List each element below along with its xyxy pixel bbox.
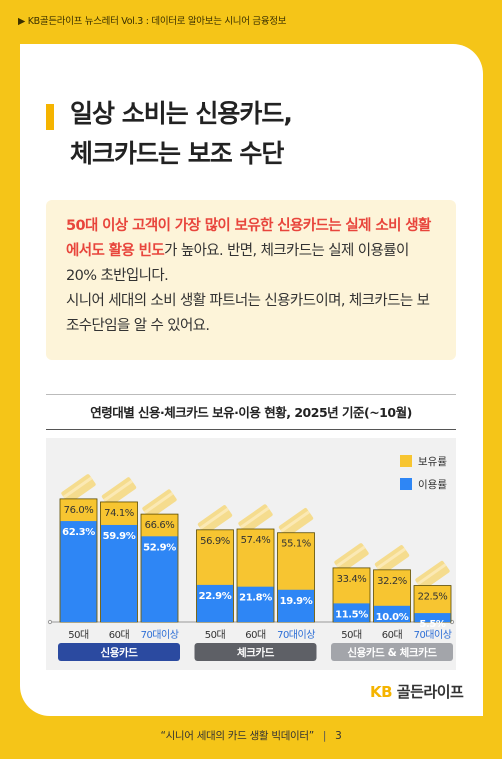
group-label: 체크카드 bbox=[237, 646, 275, 659]
card-icon bbox=[238, 504, 273, 534]
legend-label-usage: 이용률 bbox=[418, 479, 447, 491]
title-line-2: 체크카드는 보조 수단 bbox=[70, 139, 284, 168]
group-label-bg bbox=[58, 643, 180, 661]
group-label-bg bbox=[194, 643, 317, 661]
category-label: 60대 bbox=[382, 629, 403, 641]
legend-label-holding: 보유률 bbox=[418, 456, 447, 468]
category-label: 60대 bbox=[109, 629, 130, 641]
bar-usage bbox=[333, 603, 370, 622]
card-icon bbox=[374, 545, 410, 575]
bar-usage bbox=[374, 605, 410, 622]
category-label: 50대 bbox=[205, 629, 226, 641]
title-accent-bar bbox=[46, 104, 54, 130]
card-icon bbox=[278, 508, 314, 538]
label-holding: 32.2% bbox=[377, 576, 407, 587]
bar-usage bbox=[237, 586, 274, 622]
label-usage: 19.9% bbox=[280, 596, 313, 607]
label-holding: 57.4% bbox=[241, 535, 271, 546]
category-label: 50대 bbox=[68, 629, 89, 641]
category-label: 60대 bbox=[245, 629, 266, 641]
label-usage: 52.9% bbox=[143, 542, 176, 553]
footer-separator: | bbox=[322, 730, 327, 742]
summary-text-2: 시니어 세대의 소비 생활 파트너는 신용카드이며, 체크카드는 보조수단임을 … bbox=[66, 293, 430, 334]
chart-top-rule bbox=[46, 394, 456, 395]
card-icon bbox=[334, 543, 369, 573]
bar-usage bbox=[101, 524, 137, 622]
group-label-bg bbox=[331, 643, 453, 661]
card-icon bbox=[197, 505, 233, 535]
card-icon bbox=[61, 474, 96, 504]
chart-title: 연령대별 신용·체크카드 보유·이용 현황, 2025년 기준(~10월) bbox=[90, 405, 412, 420]
content-card: 일상 소비는 신용카드, 체크카드는 보조 수단 50대 이상 고객이 가장 많… bbox=[20, 44, 483, 716]
label-usage: 11.5% bbox=[335, 609, 368, 620]
category-label: 70대이상 bbox=[277, 629, 315, 641]
page-number: 3 bbox=[335, 730, 342, 742]
newsletter-breadcrumb: ▶ KB골든라이프 뉴스레터 Vol.3 : 데이터로 알아보는 시니어 금융정… bbox=[18, 16, 287, 27]
kb-golden-life-logo: KB 골든라이프 bbox=[370, 683, 464, 701]
card-icon bbox=[415, 560, 450, 591]
legend-swatch-holding bbox=[400, 455, 412, 467]
category-label: 50대 bbox=[341, 629, 362, 641]
category-label: 70대이상 bbox=[414, 629, 452, 641]
bar-usage bbox=[141, 536, 178, 622]
group-label: 신용카드 & 체크카드 bbox=[347, 646, 437, 659]
label-usage: 59.9% bbox=[103, 531, 136, 542]
bar-usage bbox=[60, 521, 97, 622]
label-holding: 56.9% bbox=[200, 536, 230, 547]
chart-bottom-rule bbox=[46, 429, 456, 430]
card-icon bbox=[101, 477, 137, 507]
label-usage: 62.3% bbox=[62, 527, 95, 538]
title-line-1: 일상 소비는 신용카드, bbox=[70, 99, 293, 128]
label-usage: 10.0% bbox=[376, 612, 409, 623]
label-holding: 55.1% bbox=[281, 539, 311, 550]
category-label: 70대이상 bbox=[141, 629, 179, 641]
bar-usage bbox=[414, 613, 451, 622]
bar-usage bbox=[197, 584, 233, 622]
label-usage: 21.8% bbox=[239, 593, 272, 604]
label-usage: 5.5% bbox=[419, 619, 446, 630]
axis-end-left bbox=[47, 619, 53, 625]
bar-usage bbox=[278, 589, 314, 622]
page-title: 일상 소비는 신용카드, 체크카드는 보조 수단 bbox=[70, 94, 293, 174]
legend-swatch-usage bbox=[400, 478, 412, 490]
summary-highlight: 50대 이상 고객이 가장 많이 보유한 신용카드는 실제 소비 생활에서도 활… bbox=[66, 218, 431, 259]
label-holding: 22.5% bbox=[418, 592, 448, 603]
card-icon bbox=[142, 489, 177, 519]
label-holding: 66.6% bbox=[145, 520, 175, 531]
summary-box: 50대 이상 고객이 가장 많이 보유한 신용카드는 실제 소비 생활에서도 활… bbox=[46, 200, 456, 360]
bar-chart: 76.0% 62.3% 50대 74.1% 59.9% 60대 66.6% 52.9% 70대이… bbox=[47, 455, 455, 661]
label-holding: 74.1% bbox=[104, 508, 134, 519]
label-holding: 33.4% bbox=[337, 574, 367, 585]
footer: “시니어 세대의 카드 생활 빅데이터” | 3 bbox=[0, 728, 502, 743]
label-holding: 76.0% bbox=[64, 505, 94, 516]
group-label: 신용카드 bbox=[100, 646, 138, 659]
footer-title: “시니어 세대의 카드 생활 빅데이터” bbox=[160, 730, 314, 742]
label-usage: 22.9% bbox=[199, 591, 232, 602]
summary-text-1: 가 높아요. 반면, 체크카드는 실제 이용률이 20% 초반입니다. bbox=[66, 243, 409, 284]
